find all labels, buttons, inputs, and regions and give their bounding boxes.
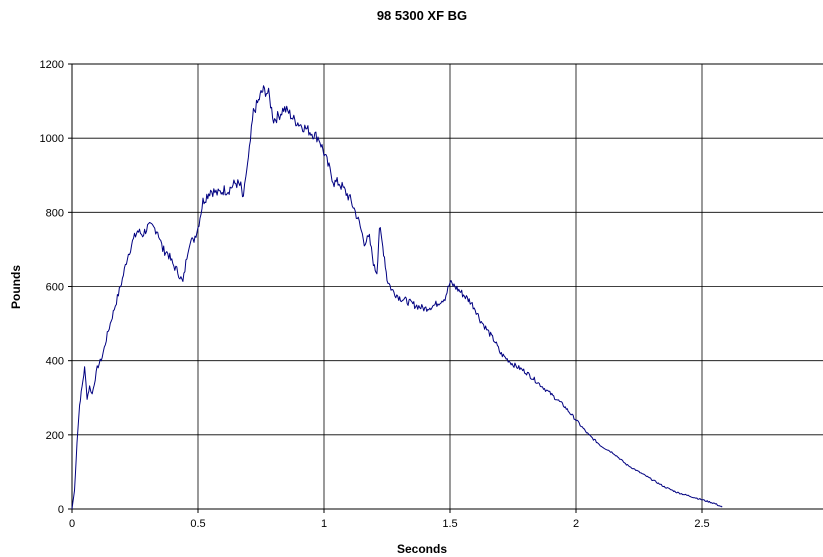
x-tick-label: 2 [573, 518, 579, 530]
y-tick-label: 1200 [40, 59, 64, 71]
x-tick-label: 2.5 [694, 518, 709, 530]
x-axis-label: Seconds [397, 542, 447, 556]
x-tick-label: 0.5 [190, 518, 205, 530]
y-tick-label: 400 [46, 356, 64, 368]
x-tick-label: 0 [69, 518, 75, 530]
y-tick-label: 600 [46, 282, 64, 294]
y-axis-label: Pounds [9, 265, 23, 309]
tick-labels: 0 200 400 600 800 1000 1200 0 0.5 1 1.5 2 2.5 [40, 59, 710, 530]
y-tick-label: 800 [46, 207, 64, 219]
y-tick-label: 0 [58, 504, 64, 516]
chart-title: 98 5300 XF BG [377, 8, 467, 23]
y-tick-label: 200 [46, 430, 64, 442]
y-tick-label: 1000 [40, 133, 64, 145]
x-tick-label: 1 [321, 518, 327, 530]
plot-frame [71, 63, 823, 510]
series-line [71, 85, 723, 510]
gridlines [68, 63, 823, 513]
x-tick-label: 1.5 [442, 518, 457, 530]
